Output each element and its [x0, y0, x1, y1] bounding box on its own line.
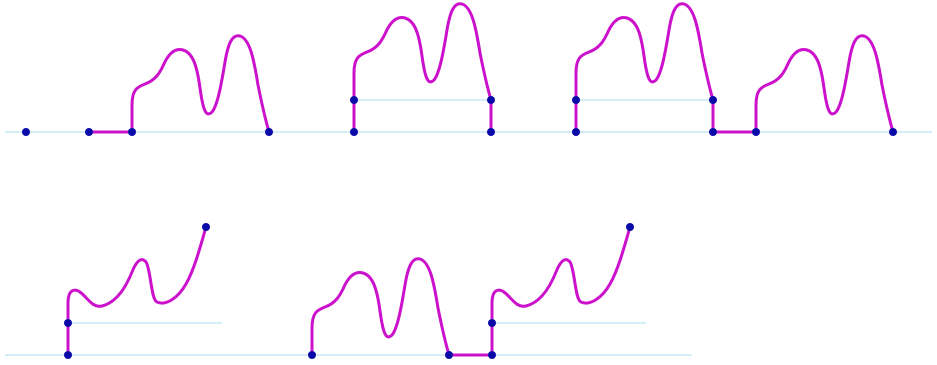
row-1	[5, 2, 932, 136]
point	[350, 128, 358, 136]
point	[626, 223, 634, 231]
wave-curve	[310, 257, 451, 357]
point	[64, 351, 72, 359]
wave-curve-lifted	[574, 2, 715, 102]
rising-curve	[490, 225, 632, 325]
point	[350, 96, 358, 104]
point	[265, 128, 273, 136]
point	[445, 351, 453, 359]
point	[487, 128, 495, 136]
panel-rising-curve-lifted	[64, 223, 222, 359]
row-2	[5, 223, 692, 359]
point	[752, 128, 760, 136]
panel-curve-joined-to-rising-curve	[308, 223, 646, 359]
point	[128, 128, 136, 136]
point	[202, 223, 210, 231]
point	[85, 128, 93, 136]
wave-curve-next	[754, 34, 895, 134]
point	[572, 96, 580, 104]
wave-curve	[130, 34, 271, 134]
wave-curve	[352, 2, 493, 102]
point	[572, 128, 580, 136]
point	[22, 128, 30, 136]
point	[308, 351, 316, 359]
point	[488, 351, 496, 359]
panel-segment-and-curve	[85, 34, 273, 136]
point	[487, 96, 495, 104]
point	[488, 319, 496, 327]
panel-isolated-point	[22, 128, 30, 136]
point	[709, 128, 717, 136]
point	[709, 96, 717, 104]
point	[64, 319, 72, 327]
panel-lifted-curve-and-next-curve	[572, 2, 897, 136]
rising-curve	[66, 225, 208, 325]
panel-lifted-curve	[350, 2, 495, 136]
point	[889, 128, 897, 136]
